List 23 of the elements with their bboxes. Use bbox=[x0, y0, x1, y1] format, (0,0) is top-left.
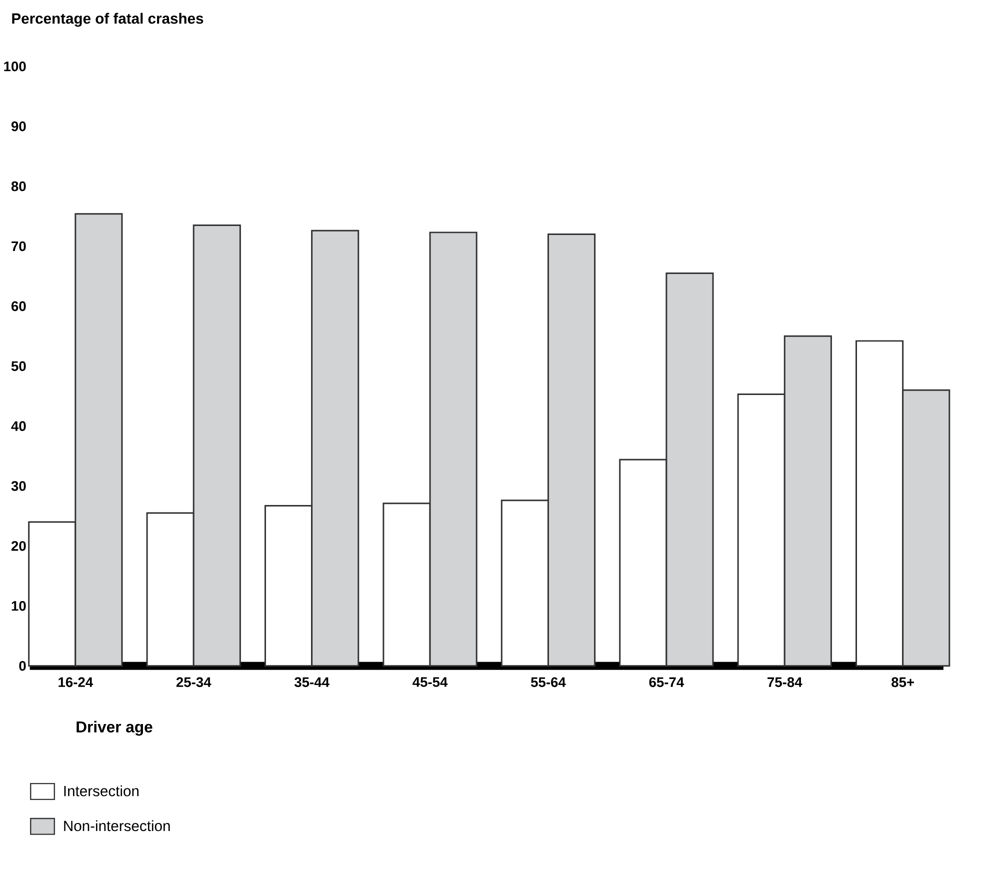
x-axis-title: Driver age bbox=[76, 720, 152, 736]
y-tick-label: 100 bbox=[4, 62, 26, 72]
y-tick-label: 40 bbox=[11, 421, 26, 431]
x-tick-label: 55-64 bbox=[530, 677, 566, 688]
y-tick-label: 20 bbox=[11, 541, 26, 551]
x-tick-label: 16-24 bbox=[58, 677, 94, 688]
y-tick-label: 10 bbox=[12, 601, 26, 611]
y-tick-label: 70 bbox=[12, 241, 26, 252]
x-tick-label: 75-84 bbox=[768, 677, 802, 688]
y-tick-label: 30 bbox=[11, 481, 26, 491]
x-tick-label: 35-44 bbox=[294, 677, 330, 688]
y-tick-label: 80 bbox=[11, 181, 26, 192]
y-axis-title: Percentage of fatal crashes bbox=[12, 12, 204, 27]
x-tick-label: 65-74 bbox=[649, 677, 684, 688]
y-tick-label: 90 bbox=[11, 121, 26, 132]
legend-label: Intersection bbox=[64, 785, 139, 796]
y-tick-label: 0 bbox=[19, 660, 26, 671]
y-tick-label: 50 bbox=[11, 361, 26, 372]
x-tick-label: 85+ bbox=[892, 677, 914, 688]
x-tick-label: 25-34 bbox=[176, 677, 212, 688]
x-tick-label: 45-54 bbox=[412, 677, 448, 687]
y-tick-label: 60 bbox=[11, 301, 26, 312]
legend-label: Non-intersection bbox=[64, 820, 170, 832]
